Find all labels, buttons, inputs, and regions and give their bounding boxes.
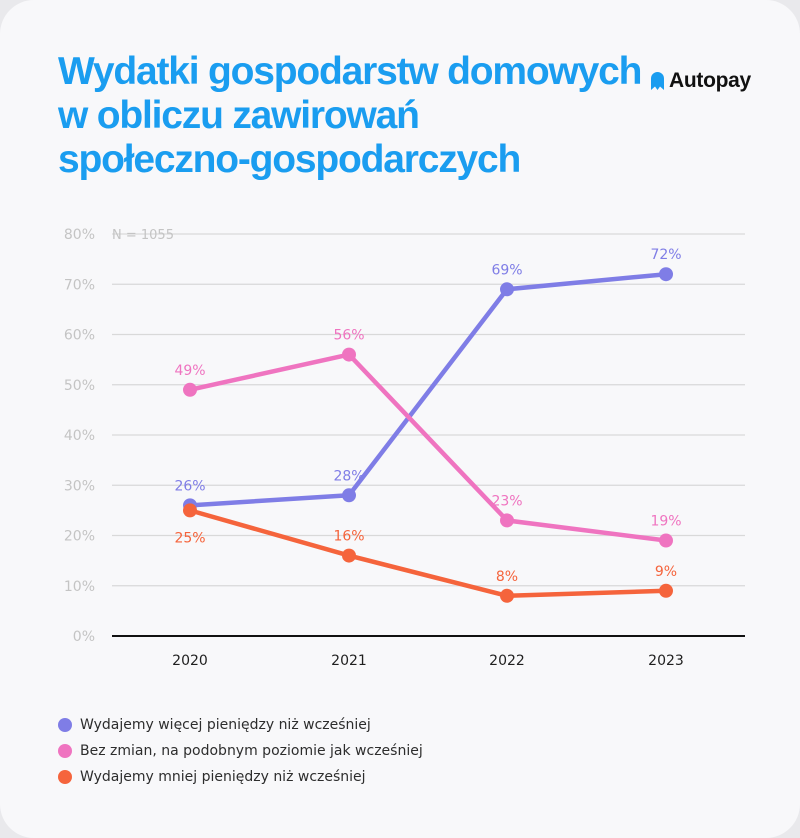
legend-item-more: Wydajemy więcej pieniędzy niż wcześniej <box>58 712 423 738</box>
chart-legend: Wydajemy więcej pieniędzy niż wcześniej … <box>58 712 423 790</box>
data-point-less <box>500 588 514 603</box>
data-label-less: 16% <box>333 529 364 545</box>
data-point-same <box>183 382 197 397</box>
legend-item-less: Wydajemy mniej pieniędzy niż wcześniej <box>58 764 423 790</box>
x-tick-label: 2023 <box>648 653 684 669</box>
chart-title: Wydatki gospodarstw domowych w obliczu z… <box>58 50 642 182</box>
y-tick-label: 40% <box>64 428 95 444</box>
sample-size-note: N = 1055 <box>112 228 174 243</box>
brand-logo: Autopay <box>651 68 751 94</box>
series-line-more <box>187 271 669 508</box>
y-tick-label: 0% <box>73 629 95 645</box>
chart-title-line: społeczno-gospodarczych <box>58 138 521 181</box>
y-tick-label: 30% <box>64 478 95 494</box>
legend-item-same: Bez zmian, na podobnym poziomie jak wcze… <box>58 738 423 764</box>
data-label-less: 8% <box>496 569 518 585</box>
autopay-logo-icon <box>651 72 664 90</box>
data-label-same: 19% <box>650 514 681 530</box>
y-tick-label: 60% <box>64 328 95 344</box>
data-point-same <box>659 533 673 548</box>
data-point-same <box>342 347 356 362</box>
brand-name: Autopay <box>669 69 751 92</box>
y-tick-label: 50% <box>64 378 95 394</box>
legend-marker <box>58 718 72 732</box>
data-point-more <box>500 282 514 297</box>
data-point-more <box>342 488 356 503</box>
chart-title-line: Wydatki gospodarstw domowych <box>58 50 642 93</box>
data-point-less <box>183 503 197 518</box>
data-point-less <box>659 583 673 598</box>
data-label-more: 26% <box>174 478 205 494</box>
x-tick-label: 2020 <box>172 653 208 669</box>
data-point-less <box>342 548 356 563</box>
legend-marker <box>58 744 72 758</box>
data-point-same <box>500 513 514 528</box>
legend-label: Wydajemy więcej pieniędzy niż wcześniej <box>80 717 371 733</box>
chart-title-line: w obliczu zawirowań <box>58 94 420 137</box>
data-label-more: 28% <box>333 468 364 484</box>
y-tick-label: 70% <box>64 277 95 293</box>
legend-marker <box>58 770 72 784</box>
data-label-more: 69% <box>491 262 522 278</box>
series-line-same <box>187 352 669 543</box>
data-point-more <box>659 267 673 282</box>
data-label-same: 56% <box>333 328 364 344</box>
y-tick-label: 10% <box>64 579 95 595</box>
x-tick-label: 2021 <box>331 653 367 669</box>
y-tick-label: 80% <box>64 227 95 243</box>
series-line-less <box>187 508 669 599</box>
line-chart: 0% 10% 20% 30% 40% 50% 60% 70% 80% N = 1055 2020 20… <box>64 227 745 669</box>
x-tick-label: 2022 <box>489 653 525 669</box>
legend-label: Bez zmian, na podobnym poziomie jak wcze… <box>80 743 423 759</box>
data-label-less: 25% <box>174 530 205 546</box>
data-label-more: 72% <box>650 247 681 263</box>
y-tick-label: 20% <box>64 529 95 545</box>
legend-label: Wydajemy mniej pieniędzy niż wcześniej <box>80 769 366 785</box>
data-label-same: 49% <box>174 363 205 379</box>
data-label-less: 9% <box>655 564 677 580</box>
data-label-same: 23% <box>491 493 522 509</box>
